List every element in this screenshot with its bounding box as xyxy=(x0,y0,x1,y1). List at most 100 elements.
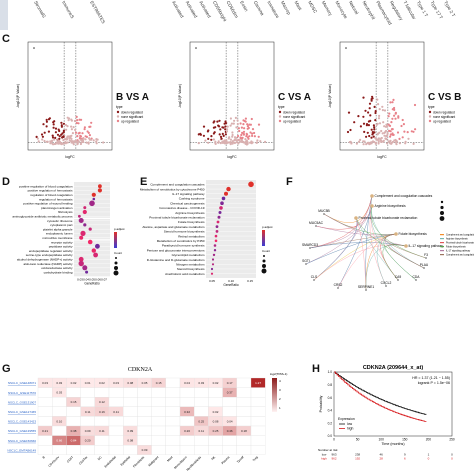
heatmap-cell xyxy=(208,445,223,455)
volcano-point xyxy=(242,119,245,122)
heatmap-cell-value: 0.03 xyxy=(56,391,62,395)
cnet-gene-label: SERPINE1 xyxy=(358,285,374,289)
km-xtick: 100 xyxy=(379,438,385,442)
km-logrank: logrank P = 1.5e−06 xyxy=(418,381,450,385)
heatmap-cell xyxy=(123,445,138,455)
heatmap-cell-value: 0.15 xyxy=(156,381,162,385)
volcano-point xyxy=(77,122,80,125)
volcano-xlabel: logFC xyxy=(65,155,75,159)
volcano-point xyxy=(212,126,215,129)
heatmap-cell-value: 0.12 xyxy=(99,400,105,404)
cnet-term-node xyxy=(354,216,358,220)
volcano-point xyxy=(54,131,58,134)
volcano-point xyxy=(370,136,373,139)
volcano-point xyxy=(221,132,224,135)
cnet-edge xyxy=(384,233,427,259)
volcano-point xyxy=(393,106,396,110)
volcano-point xyxy=(75,121,78,125)
volcano-point xyxy=(88,134,91,137)
volcano-point xyxy=(244,138,247,141)
volcano-point xyxy=(226,125,229,128)
dotplot-term: Nitrogen metabolism xyxy=(176,262,205,266)
volcano-point xyxy=(386,132,389,135)
heatmap-cell xyxy=(52,445,67,455)
volcano-point xyxy=(391,133,394,136)
volcano-ylabel: -log10(P Value) xyxy=(328,84,332,108)
volcano-point xyxy=(226,128,229,131)
volcano-legend-item: up regulated xyxy=(121,119,139,123)
heatmap-cell xyxy=(165,406,181,417)
heatmap-col-label: Mast xyxy=(166,455,174,463)
volcano-point xyxy=(357,140,361,143)
dotplot-dot xyxy=(213,249,217,252)
volcano-point xyxy=(246,136,249,139)
cnet-term-label: IL-17 signaling pathway xyxy=(409,244,444,248)
volcano-point xyxy=(59,141,62,144)
dotplot-term: endopeptidase regulator activity xyxy=(29,249,73,253)
volcano-point xyxy=(372,124,375,127)
volcano-point xyxy=(51,142,54,145)
volcano-point xyxy=(43,131,46,134)
dotplot-legend-title: p.adjust xyxy=(114,227,125,231)
volcano-point xyxy=(404,140,407,143)
heatmap-cell xyxy=(37,406,53,417)
volcano-point xyxy=(365,124,368,127)
volcano-frame xyxy=(27,41,113,151)
volcano-point xyxy=(381,105,384,108)
volcano-point xyxy=(229,143,232,146)
volcano-point xyxy=(377,132,380,135)
volcano-point xyxy=(407,137,410,140)
volcano-legend-item: none significant xyxy=(121,115,143,119)
volcano-point xyxy=(95,142,98,145)
km-legend-item: high xyxy=(347,427,354,431)
heatmap-cell xyxy=(236,406,252,417)
dotplot-term: positive regulation of wound healing xyxy=(23,202,72,206)
dotplot-dot xyxy=(211,258,215,261)
heatmap-cell-value: 0.01 xyxy=(85,381,91,385)
volcano-legend-dot xyxy=(116,110,120,114)
heatmap-col-label: Myofibroblasts xyxy=(186,455,203,472)
heatmap-cell-value: 0.21 xyxy=(42,429,48,433)
heatmap-cell xyxy=(179,416,195,427)
heatmap-cell xyxy=(250,425,266,436)
volcano-point xyxy=(390,121,393,124)
heatmap-col-label: CD8T xyxy=(66,455,74,463)
volcano-point xyxy=(77,140,80,143)
volcano-point xyxy=(223,142,227,145)
volcano-legend-item: down regulated xyxy=(433,110,455,114)
heatmap-cell xyxy=(194,445,209,455)
volcano-point xyxy=(207,129,210,132)
volcano-point xyxy=(242,133,245,136)
volcano-point xyxy=(376,98,379,101)
cnet-legend-swatch xyxy=(440,250,444,252)
cnet-edge xyxy=(384,233,425,269)
dotplot-dot xyxy=(83,206,87,210)
volcano-point xyxy=(412,130,415,133)
volcano-point xyxy=(365,143,368,146)
volcano-point xyxy=(71,132,74,135)
heatmap-cell xyxy=(123,406,138,417)
volcano-point xyxy=(251,132,254,135)
volcano-point xyxy=(102,141,105,144)
volcano-point xyxy=(51,136,55,139)
km-plot: CDKN2A (209644_x_at) 0.0 0.2 0.4 0.6 0.8 1.0 0 5… xyxy=(318,365,455,461)
dotplot-legend-title: p.adjust xyxy=(262,225,273,229)
volcano-point xyxy=(79,142,82,146)
km-risk-value: 1 xyxy=(428,453,430,457)
heatmap-legend-title: log2(TPM+1) xyxy=(270,372,287,376)
volcano-point xyxy=(366,131,369,134)
volcano-point xyxy=(229,124,232,127)
dotplot-dot xyxy=(93,252,98,258)
volcano-legend-dot xyxy=(116,115,120,118)
volcano-legend-item: none significant xyxy=(283,115,305,119)
volcano-point xyxy=(249,131,252,134)
volcano-point xyxy=(374,111,377,115)
heatmap-cell xyxy=(236,445,252,455)
cnet-edge xyxy=(388,244,425,269)
volcano-point xyxy=(239,140,242,143)
km-risk-value: 0 xyxy=(451,453,453,457)
heatmap-cell xyxy=(151,416,166,427)
km-risk-value: 0 xyxy=(428,457,430,461)
volcano-point xyxy=(389,133,392,136)
